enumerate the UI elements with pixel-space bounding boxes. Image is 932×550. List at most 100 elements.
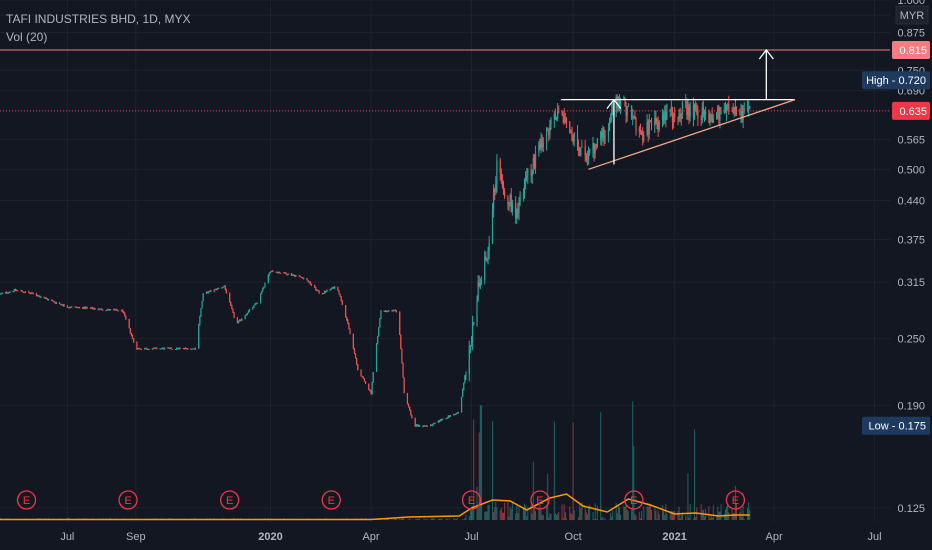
- candle-body: [137, 348, 139, 350]
- candle-body: [178, 348, 180, 350]
- earnings-label: E: [468, 495, 475, 507]
- candle-body: [82, 307, 84, 309]
- volume-bar: [569, 506, 571, 520]
- candle-body: [237, 321, 240, 323]
- candle-body: [271, 270, 273, 272]
- volume-bar: [486, 511, 488, 520]
- candle-body: [12, 291, 14, 293]
- breakout-arrow-small-head: [606, 98, 622, 110]
- volume-bar: [625, 504, 627, 520]
- candle-body: [222, 286, 224, 288]
- candle-body: [656, 122, 658, 124]
- candle-body: [239, 319, 241, 322]
- volume-bar: [419, 518, 421, 520]
- volume-bar: [540, 510, 542, 520]
- candle-body: [672, 112, 675, 123]
- candle-body: [648, 120, 650, 134]
- candle-body: [510, 194, 512, 212]
- candle-body: [740, 110, 742, 115]
- volume-bar: [476, 486, 478, 520]
- candle-body: [547, 130, 549, 132]
- candle-body: [554, 114, 557, 120]
- candle-body: [618, 102, 621, 107]
- candle-body: [113, 309, 115, 311]
- breakout-arrow-target-head: [758, 48, 774, 60]
- volume-bar: [679, 518, 681, 520]
- candle-body: [277, 272, 279, 274]
- candle-body: [610, 116, 612, 121]
- candle-body: [193, 348, 195, 350]
- candle-body: [677, 117, 679, 119]
- candle-body: [263, 286, 265, 288]
- candle-body: [655, 117, 657, 123]
- candle-body: [468, 345, 470, 375]
- candle-body: [368, 383, 370, 390]
- candle-body: [449, 415, 452, 417]
- candle-body: [115, 309, 117, 311]
- volume-bar: [530, 504, 532, 520]
- candle-body: [484, 256, 486, 280]
- candle-body: [116, 309, 118, 311]
- candle-body: [125, 315, 127, 320]
- symbol-title[interactable]: TAFI INDUSTRIES BHD, 1D, MYX: [6, 12, 191, 26]
- earnings-marker: [530, 490, 550, 510]
- low-badge: [862, 416, 930, 435]
- candle-body: [579, 147, 581, 156]
- volume-bar: [623, 505, 625, 520]
- price-axis-background: [890, 0, 932, 550]
- candle-body: [472, 322, 474, 343]
- candle-body: [695, 104, 697, 109]
- candle-body: [159, 348, 161, 350]
- candle-body: [325, 291, 327, 293]
- price-tick-label: 0.125: [897, 503, 925, 515]
- currency-label: MYR: [900, 10, 925, 22]
- time-tick-label: Jul: [868, 531, 882, 543]
- candle-body: [240, 319, 242, 321]
- candle-body: [716, 112, 718, 119]
- candle-body: [136, 342, 138, 350]
- time-tick-label: Jul: [60, 531, 74, 543]
- candle-body: [500, 172, 502, 181]
- candle-body: [426, 425, 428, 427]
- volume-bar: [425, 518, 427, 520]
- candle-body: [402, 363, 404, 378]
- candle-body: [294, 275, 296, 277]
- candle-body: [388, 310, 390, 312]
- volume-bar: [487, 504, 489, 520]
- candle-body: [15, 290, 18, 292]
- candle-body: [394, 310, 396, 312]
- candle-body: [631, 106, 633, 118]
- volume-bar: [431, 518, 433, 520]
- candle-body: [362, 376, 364, 379]
- candle-body: [681, 102, 684, 114]
- earnings-marker: [461, 490, 482, 510]
- candle-body: [363, 378, 365, 382]
- volume-bar: [620, 514, 622, 520]
- volume-bar: [394, 519, 396, 520]
- candle-body: [719, 113, 721, 120]
- volume-bar: [387, 518, 389, 520]
- candle-body: [558, 111, 560, 113]
- volume-bar: [437, 518, 439, 520]
- volume-bar: [556, 514, 558, 520]
- candle-body: [438, 420, 441, 422]
- volume-bar: [510, 508, 512, 520]
- candle-body: [384, 311, 386, 313]
- candle-body: [309, 281, 311, 285]
- candle-body: [52, 300, 54, 302]
- candle-body: [99, 308, 102, 310]
- candle-body: [572, 140, 574, 142]
- volume-bar: [403, 518, 405, 520]
- candle-body: [701, 107, 703, 120]
- volume-indicator-label[interactable]: Vol (20): [6, 30, 48, 44]
- candle-body: [308, 281, 310, 283]
- candle-body: [602, 129, 604, 138]
- candle-body: [430, 424, 432, 426]
- candle-body: [24, 291, 26, 293]
- volume-bar: [542, 514, 544, 520]
- candle-body: [555, 118, 558, 120]
- candle-body: [321, 293, 324, 295]
- volume-bar: [702, 509, 704, 520]
